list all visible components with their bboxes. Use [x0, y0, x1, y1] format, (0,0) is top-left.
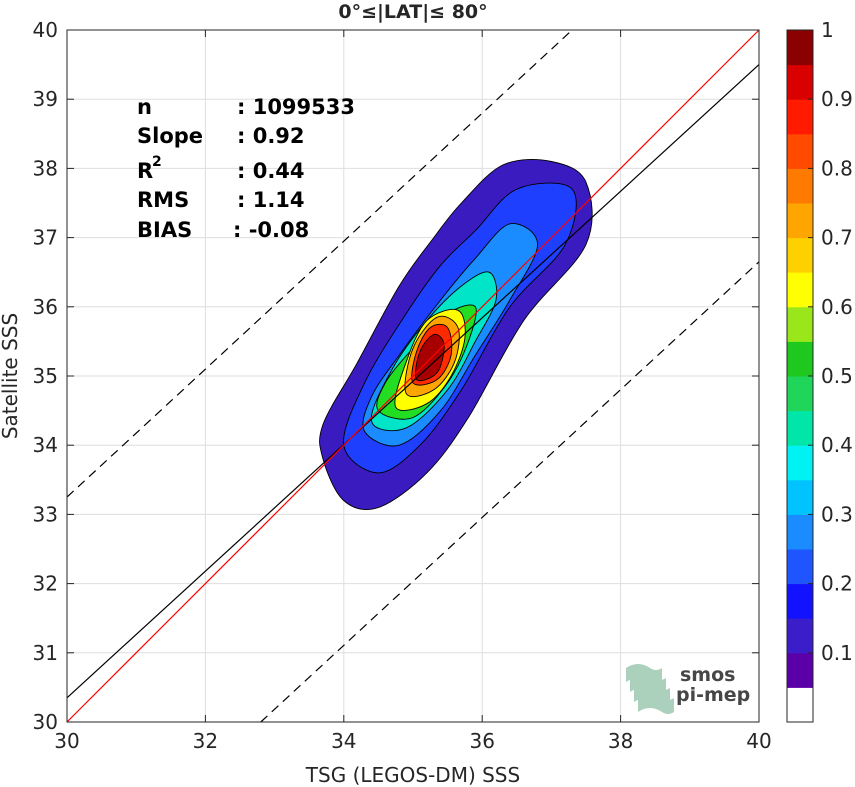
- one-to-one-line: [66, 29, 760, 723]
- stat-r2-label: R: [137, 159, 153, 183]
- y-tick-label: 33: [33, 502, 58, 526]
- colorbar-swatch: [787, 514, 813, 550]
- x-tick-label: 32: [193, 729, 218, 753]
- colorbar-tick-label: 0.4: [821, 433, 853, 457]
- colorbar-tick-label: 0.8: [821, 156, 853, 180]
- y-tick-label: 36: [33, 295, 58, 319]
- stat-bias-value: : -0.08: [233, 218, 309, 242]
- stat-rms-value: : 1.14: [237, 188, 305, 212]
- watermark-text-1: smos: [680, 664, 735, 686]
- colorbar-swatch: [787, 479, 813, 515]
- regression-line: [66, 64, 760, 699]
- x-tick-label: 38: [608, 729, 633, 753]
- y-tick-label: 32: [33, 572, 58, 596]
- colorbar-swatch: [787, 583, 813, 619]
- y-axis-label: Satellite SSS: [0, 313, 22, 439]
- y-tick-label: 38: [33, 156, 58, 180]
- watermark-wave: [638, 694, 674, 714]
- x-tick-label: 34: [331, 729, 356, 753]
- y-tick-label: 37: [33, 226, 58, 250]
- colorbar-swatch: [787, 618, 813, 654]
- colorbar-swatch: [787, 445, 813, 481]
- colorbar-swatch: [787, 306, 813, 342]
- colorbar-swatch: [787, 341, 813, 377]
- y-tick-label: 35: [33, 364, 58, 388]
- colorbar-tick-label: 0.2: [821, 572, 853, 596]
- stat-n-value: : 1099533: [237, 95, 355, 119]
- watermark-text-2: pi-mep: [676, 684, 750, 706]
- colorbar-swatch: [787, 237, 813, 273]
- colorbar-tick-label: 0.5: [821, 364, 853, 388]
- colorbar: 0.1 0.2 0.3 0.4 0.5 0.6 0.7 0.8 0.9 1: [786, 18, 853, 723]
- watermark-icon: [626, 664, 674, 714]
- colorbar-tick-label: 0.6: [821, 295, 853, 319]
- colorbar-tick-label: 0.3: [821, 502, 853, 526]
- y-tick-label: 34: [33, 433, 58, 457]
- colorbar-swatches: [787, 30, 813, 723]
- y-tick-label: 30: [33, 710, 58, 734]
- colorbar-ticks: 0.1 0.2 0.3 0.4 0.5 0.6 0.7 0.8 0.9 1: [808, 18, 853, 665]
- density-contours: [319, 159, 593, 510]
- y-tick-label: 31: [33, 641, 58, 665]
- x-tick-label: 30: [54, 729, 79, 753]
- stat-n-label: n: [137, 95, 152, 119]
- colorbar-swatch: [787, 549, 813, 585]
- x-axis-label: TSG (LEGOS-DM) SSS: [305, 763, 520, 787]
- colorbar-tick-label: 0.9: [821, 87, 853, 111]
- colorbar-swatch: [787, 30, 813, 66]
- stat-rms-label: RMS: [137, 188, 189, 212]
- colorbar-swatch: [787, 410, 813, 446]
- stat-slope-value: : 0.92: [237, 124, 305, 148]
- upper-bound-dashed-line: [66, 29, 573, 498]
- colorbar-swatch: [787, 272, 813, 308]
- colorbar-swatch: [787, 133, 813, 169]
- colorbar-swatch: [787, 168, 813, 204]
- colorbar-swatch: [787, 376, 813, 412]
- colorbar-swatch: [787, 652, 813, 688]
- y-tick-label: 39: [33, 87, 58, 111]
- x-tick-label: 40: [746, 729, 771, 753]
- axis-ticks: 30 32 34 36 38 40 30 31 32 33 34 35 36 37 38 39 40: [33, 18, 772, 753]
- chart-title: 0°≤|LAT|≤ 80°: [338, 1, 487, 23]
- colorbar-tick-label: 0.7: [821, 226, 853, 250]
- stats-box: n : 1099533 Slope : 0.92 R 2 : 0.44 RMS …: [137, 95, 355, 242]
- colorbar-swatch: [787, 687, 813, 723]
- stat-bias-label: BIAS: [137, 218, 192, 242]
- lower-bound-dashed-line: [260, 261, 760, 723]
- colorbar-tick-label: 0.1: [821, 641, 853, 665]
- contour-level-0.95: [414, 333, 445, 382]
- stat-r2-value: : 0.44: [237, 159, 305, 183]
- y-tick-label: 40: [33, 18, 58, 42]
- x-tick-label: 36: [469, 729, 494, 753]
- colorbar-swatch: [787, 64, 813, 100]
- colorbar-swatch: [787, 99, 813, 135]
- colorbar-swatch: [787, 203, 813, 239]
- stat-slope-label: Slope: [137, 124, 203, 148]
- stat-r2-superscript: 2: [152, 154, 162, 170]
- reference-lines: [66, 29, 760, 723]
- colorbar-tick-label: 1: [821, 18, 834, 42]
